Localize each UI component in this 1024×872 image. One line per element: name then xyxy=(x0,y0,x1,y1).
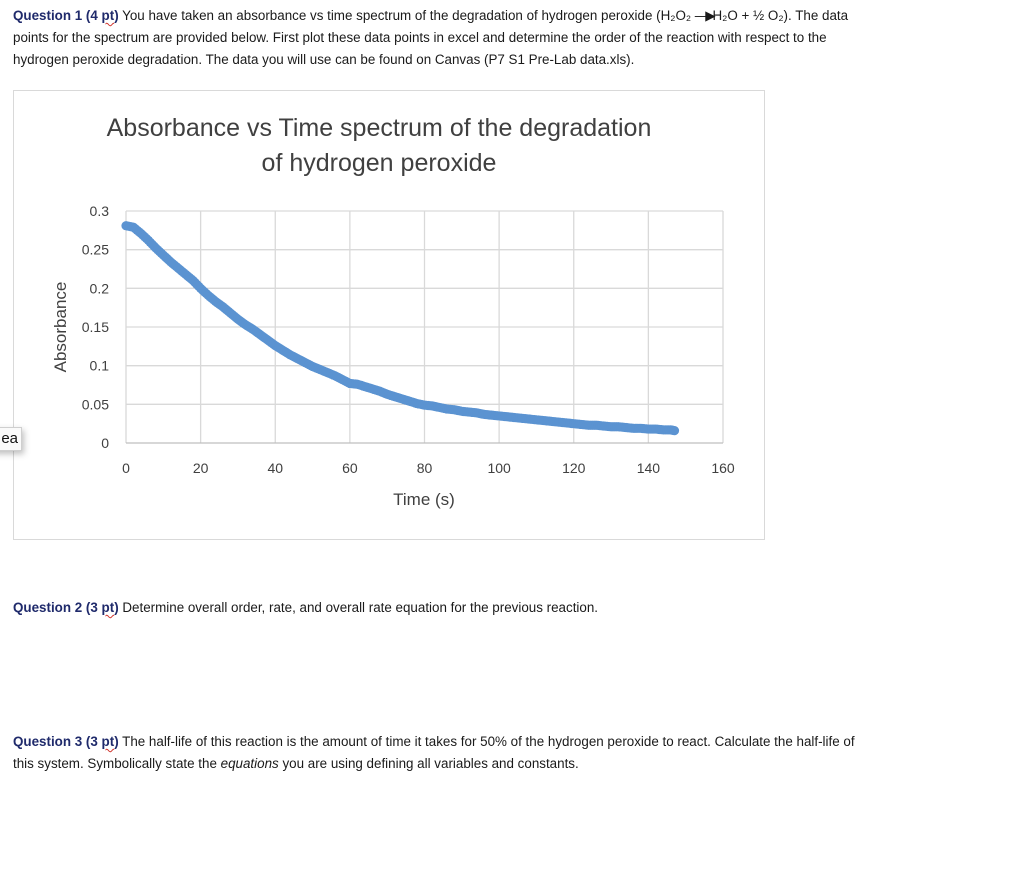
question-1-line-1: Question 1 (4 pt) You have taken an abso… xyxy=(13,8,849,23)
question-3-label: Question 3 (3 pt) xyxy=(13,734,119,749)
question-2-label: Question 2 (3 pt) xyxy=(13,600,119,615)
question-2: Question 2 (3 pt) Determine overall orde… xyxy=(13,597,598,619)
question-3-line-2: this system. Symbolically state the equa… xyxy=(13,756,579,771)
question-3: Question 3 (3 pt) The half-life of this … xyxy=(13,731,1018,775)
question-1-text: You have taken an absorbance vs time spe… xyxy=(118,8,695,23)
question-1-label: Question 1 (4 pt) xyxy=(13,8,119,23)
spellcheck-pt[interactable]: pt xyxy=(101,734,115,749)
spellcheck-pt[interactable]: pt xyxy=(101,600,115,615)
chart-title: Absorbance vs Time spectrum of the degra… xyxy=(106,114,652,177)
question-3-line-1: Question 3 (3 pt) The half-life of this … xyxy=(13,731,1018,753)
chart-area[interactable]: Absorbance vs Time spectrum of the degra… xyxy=(13,90,765,540)
question-3-text: The half-life of this reaction is the am… xyxy=(118,734,855,749)
tooltip-fragment: ea xyxy=(0,427,22,451)
spellcheck-pt[interactable]: pt xyxy=(101,8,115,23)
question-1-line-2: points for the spectrum are provided bel… xyxy=(13,30,827,45)
emphasis-equations: equations xyxy=(220,756,279,771)
question-2-text: Determine overall order, rate, and overa… xyxy=(118,600,599,615)
reaction-arrow-icon: —▶ xyxy=(694,8,716,23)
question-1-line-3: hydrogen peroxide degradation. The data … xyxy=(13,52,635,67)
question-1: Question 1 (4 pt) You have taken an abso… xyxy=(13,5,1018,71)
